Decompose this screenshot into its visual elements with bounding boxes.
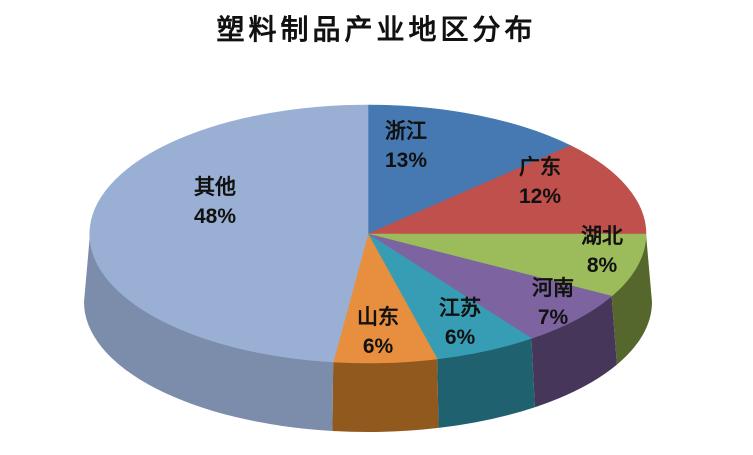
pie-slice-side-2: [611, 234, 652, 365]
chart-title: 塑料制品产业地区分布: [216, 14, 537, 45]
pie-slice-side-5: [332, 358, 439, 433]
pie-slice-top-1: [367, 145, 647, 235]
pie-slice-side-6: [83, 234, 334, 431]
pie-slice-top-6: [89, 104, 369, 363]
pie-slice-top-0: [367, 104, 572, 235]
pie-slice-top-3: [367, 233, 613, 339]
pie-slice-side-3: [531, 296, 617, 408]
pie-slice-side-4: [437, 338, 535, 428]
pie-slice-top-2: [367, 233, 647, 297]
